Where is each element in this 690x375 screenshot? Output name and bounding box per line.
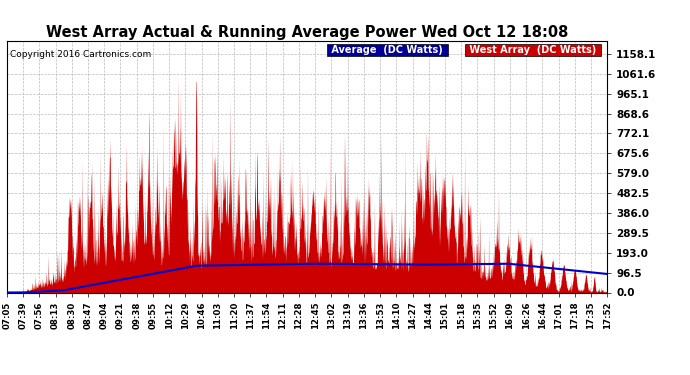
Title: West Array Actual & Running Average Power Wed Oct 12 18:08: West Array Actual & Running Average Powe… [46, 25, 569, 40]
Text: Average  (DC Watts): Average (DC Watts) [328, 45, 446, 55]
Text: Copyright 2016 Cartronics.com: Copyright 2016 Cartronics.com [10, 50, 151, 59]
Text: West Array  (DC Watts): West Array (DC Watts) [466, 45, 600, 55]
